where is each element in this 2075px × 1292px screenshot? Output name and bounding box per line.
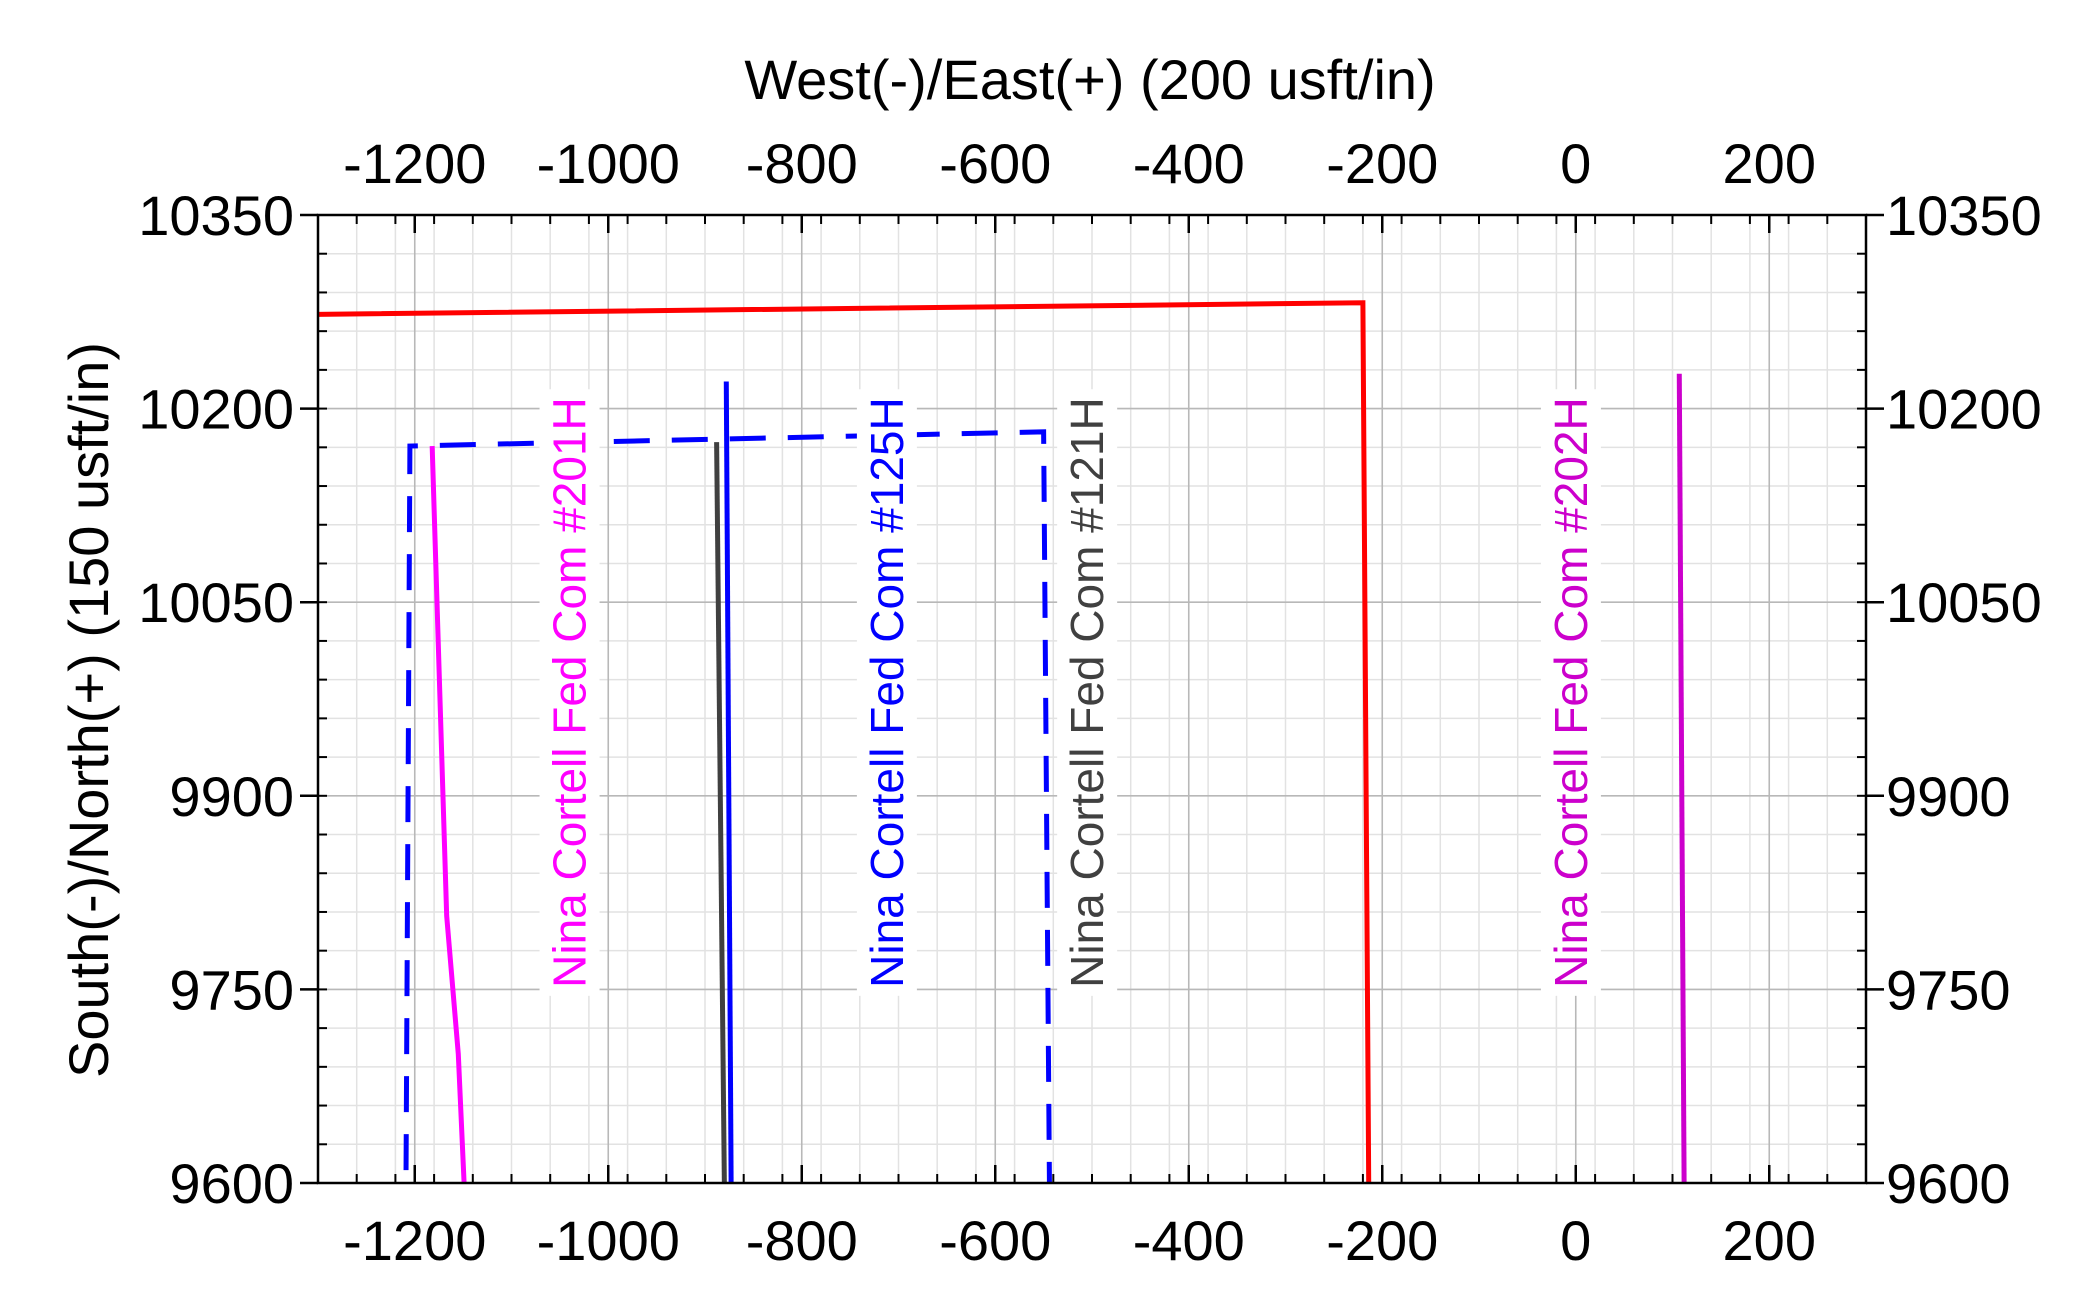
well-path-4 bbox=[723, 381, 734, 1184]
x-tick-label-bottom: -600 bbox=[939, 1209, 1051, 1272]
x-tick-label-top: 0 bbox=[1560, 132, 1591, 195]
well-label-group: Nina Cortell Fed Com #201H bbox=[539, 389, 600, 996]
annotation-layer: Nina Cortell Fed Com #201H Nina Cortell F… bbox=[539, 389, 1601, 996]
well-label-background bbox=[1540, 389, 1601, 996]
x-tick-label-bottom: -200 bbox=[1326, 1209, 1438, 1272]
well-path-3 bbox=[714, 442, 727, 1184]
well-path-2 bbox=[429, 445, 467, 1184]
x-axis-title: West(-)/East(+) (200 usft/in) bbox=[744, 48, 1435, 111]
series-layer bbox=[317, 300, 1687, 1184]
x-tick-label-top: -1200 bbox=[343, 132, 486, 195]
y-tick-label-left: 10350 bbox=[138, 184, 294, 247]
x-tick-label-bottom: -1200 bbox=[343, 1209, 486, 1272]
well-label-group: Nina Cortell Fed Com #202H bbox=[1540, 389, 1601, 996]
x-tick-label-top: -800 bbox=[746, 132, 858, 195]
y-tick-label-right: 10350 bbox=[1886, 184, 2042, 247]
x-tick-label-top: -1000 bbox=[537, 132, 680, 195]
well-path-0 bbox=[317, 300, 1372, 1184]
y-tick-label-right: 9900 bbox=[1886, 765, 2011, 828]
y-tick-label-left: 10050 bbox=[138, 571, 294, 634]
x-tick-label-bottom: 0 bbox=[1560, 1209, 1591, 1272]
y-tick-label-left: 10200 bbox=[138, 378, 294, 441]
well-label-background bbox=[856, 389, 917, 996]
well-label-group: Nina Cortell Fed Com #121H bbox=[1057, 389, 1118, 996]
y-tick-label-left: 9600 bbox=[169, 1152, 294, 1215]
y-axis-title: South(-)/North(+) (150 usft/in) bbox=[57, 342, 120, 1078]
well-label: Nina Cortell Fed Com #121H bbox=[1061, 397, 1113, 988]
well-label: Nina Cortell Fed Com #201H bbox=[544, 397, 596, 988]
tick-layer: -1200 -1200 -1000 -1000 -800 -800 -600 -600 -400… bbox=[138, 132, 2041, 1272]
y-tick-label-left: 9900 bbox=[169, 765, 294, 828]
x-tick-label-bottom: 200 bbox=[1723, 1209, 1816, 1272]
y-tick-label-right: 9600 bbox=[1886, 1152, 2011, 1215]
y-tick-label-right: 9750 bbox=[1886, 958, 2011, 1021]
y-tick-label-left: 9750 bbox=[169, 958, 294, 1021]
well-label: Nina Cortell Fed Com #125H bbox=[861, 397, 913, 988]
y-tick-label-right: 10050 bbox=[1886, 571, 2042, 634]
x-tick-label-top: -600 bbox=[939, 132, 1051, 195]
x-tick-label-top: 200 bbox=[1723, 132, 1816, 195]
well-path-1 bbox=[403, 429, 1052, 1184]
x-tick-label-bottom: -800 bbox=[746, 1209, 858, 1272]
x-tick-label-top: -200 bbox=[1326, 132, 1438, 195]
x-tick-label-top: -400 bbox=[1133, 132, 1245, 195]
well-label-background bbox=[539, 389, 600, 996]
well-path-5 bbox=[1676, 373, 1687, 1184]
well-label-group: Nina Cortell Fed Com #125H bbox=[856, 389, 917, 996]
x-tick-label-bottom: -1000 bbox=[537, 1209, 680, 1272]
x-tick-label-bottom: -400 bbox=[1133, 1209, 1245, 1272]
well-label-background bbox=[1057, 389, 1118, 996]
y-tick-label-right: 10200 bbox=[1886, 378, 2042, 441]
well-label: Nina Cortell Fed Com #202H bbox=[1545, 397, 1597, 988]
